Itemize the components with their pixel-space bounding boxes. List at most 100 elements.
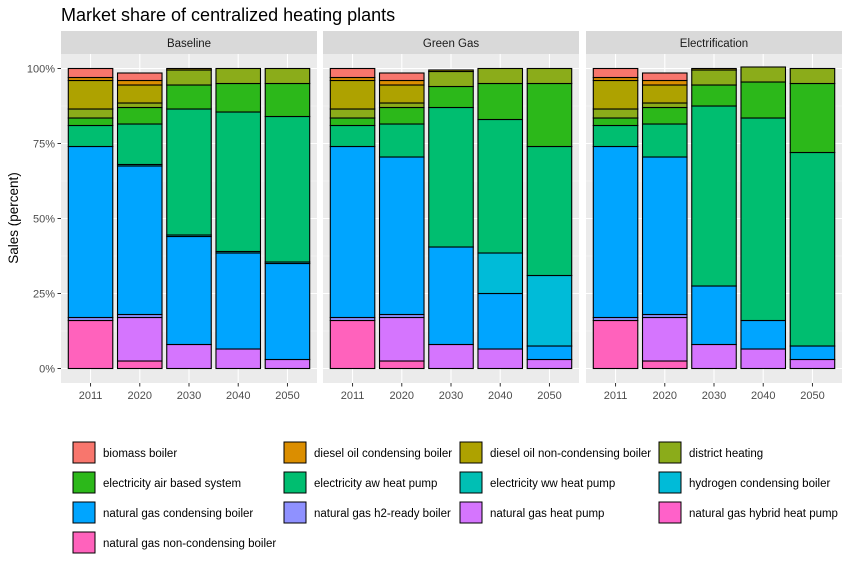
bar-segment-district-heating (378, 102, 425, 109)
bar-segment-natural-gas-heat-pump (378, 316, 425, 362)
legend-item: natural gas hybrid heat pump (658, 501, 838, 524)
bar-segment-district-heating (477, 67, 524, 85)
bar-segment-natural-gas-heat-pump (740, 348, 787, 370)
legend-swatch (283, 471, 307, 494)
legend-item: natural gas non-condensing boiler (72, 531, 276, 554)
bar-segment-natural-gas-heat-pump (789, 358, 836, 370)
bar-segment-natural-gas-condensing-boiler (592, 145, 639, 319)
bar-segment-electricity-air-based-system (428, 85, 474, 109)
bar-segment-natural-gas-non-condensing-boiler (641, 360, 688, 370)
bar-2050 (789, 67, 836, 370)
legend-swatch (72, 501, 96, 524)
bar-2050 (526, 67, 573, 370)
bar-segment-diesel-oil-non-condensing-boiler (378, 84, 425, 104)
legend-label: hydrogen condensing boiler (689, 478, 830, 490)
facet-strip (586, 31, 842, 54)
y-tick-label: 50% (33, 214, 55, 226)
bar-segment-diesel-oil-non-condensing-boiler (641, 84, 688, 104)
facet-strip-label: Baseline (167, 38, 211, 50)
bar-segment-natural-gas-heat-pump (166, 343, 212, 370)
bar-segment-electricity-air-based-system (691, 84, 737, 107)
bar-segment-natural-gas-heat-pump (215, 348, 262, 370)
bar-segment-hydrogen-condensing-boiler (526, 274, 573, 347)
bar-segment-electricity-aw-heat-pump (166, 108, 212, 236)
bar-segment-district-heating (691, 69, 737, 86)
bar-2020 (641, 72, 688, 370)
legend-label: electricity air based system (103, 478, 241, 490)
x-tick-label: 2011 (79, 390, 103, 402)
y-tick-label: 25% (33, 289, 55, 301)
facet-panels: 0% 25% 50% 75% 100% Baseline 2011 2020 2030 2040 2… (27, 31, 842, 402)
bar-segment-natural-gas-heat-pump (641, 316, 688, 362)
facet-strip-label: Green Gas (423, 38, 479, 50)
legend-swatch (72, 471, 96, 494)
legend-label: natural gas heat pump (490, 508, 604, 520)
facet-panel-baseline: Baseline 2011 2020 2030 2040 2050 (61, 31, 317, 402)
bar-segment-electricity-air-based-system (215, 82, 262, 113)
bar-segment-district-heating (215, 67, 262, 85)
bar-segment-district-heating (789, 67, 836, 85)
bar-segment-district-heating (264, 67, 311, 85)
bar-segment-electricity-aw-heat-pump (428, 106, 474, 248)
legend-swatch (658, 441, 682, 464)
x-tick-label: 2020 (653, 390, 677, 402)
legend-item: natural gas heat pump (459, 501, 604, 524)
x-tick-label: 2050 (800, 390, 824, 402)
bar-segment-natural-gas-non-condensing-boiler (329, 319, 376, 370)
legend-item: natural gas h2-ready boiler (283, 501, 451, 524)
bar-segment-electricity-aw-heat-pump (215, 111, 262, 253)
bar-2040 (477, 67, 524, 370)
x-tick-label: 2050 (537, 390, 561, 402)
legend-swatch (283, 501, 307, 524)
y-tick-label: 0% (39, 364, 55, 376)
legend-label: natural gas h2-ready boiler (314, 508, 451, 520)
bar-2030 (428, 69, 474, 370)
legend-item: diesel oil condensing boiler (283, 441, 452, 464)
bar-segment-natural-gas-condensing-boiler (264, 262, 311, 361)
legend-item: diesel oil non-condensing boiler (459, 441, 651, 464)
x-tick-label: 2050 (275, 390, 299, 402)
bar-segment-natural-gas-heat-pump (116, 316, 163, 362)
y-tick-label: 100% (27, 64, 55, 76)
bar-segment-natural-gas-heat-pump (264, 358, 311, 370)
bar-segment-electricity-aw-heat-pump (477, 118, 524, 254)
legend-item: hydrogen condensing boiler (658, 471, 830, 494)
legend-item: biomass boiler (72, 441, 177, 464)
bar-segment-electricity-aw-heat-pump (789, 151, 836, 347)
legend-swatch (459, 471, 483, 494)
bar-segment-biomass-boiler (67, 67, 114, 79)
bar-segment-diesel-oil-non-condensing-boiler (116, 84, 163, 104)
bar-segment-electricity-aw-heat-pump (378, 123, 425, 158)
bar-segment-district-heating (740, 66, 787, 83)
legend-item: electricity ww heat pump (459, 471, 615, 494)
legend-label: diesel oil non-condensing boiler (490, 448, 651, 460)
bar-segment-biomass-boiler (592, 67, 639, 79)
legend-label: electricity aw heat pump (314, 478, 437, 490)
x-tick-label: 2030 (177, 390, 201, 402)
x-tick-label: 2040 (751, 390, 775, 402)
bar-segment-diesel-oil-non-condensing-boiler (67, 79, 114, 110)
bar-segment-natural-gas-non-condensing-boiler (592, 319, 639, 370)
legend-swatch (72, 531, 96, 554)
legend-item: electricity aw heat pump (283, 471, 437, 494)
bar-segment-district-heating (592, 108, 639, 119)
bar-segment-electricity-air-based-system (166, 84, 212, 110)
bar-segment-natural-gas-heat-pump (428, 343, 474, 370)
legend-label: natural gas hybrid heat pump (689, 508, 838, 520)
legend-label: natural gas condensing boiler (103, 508, 253, 520)
bar-segment-electricity-aw-heat-pump (592, 124, 639, 148)
bar-segment-natural-gas-heat-pump (691, 343, 737, 370)
bar-segment-electricity-air-based-system (641, 106, 688, 125)
facet-panel-green-gas: Green Gas 2011 2020 2030 2040 2050 (323, 31, 579, 402)
bar-segment-electricity-air-based-system (740, 81, 787, 119)
bar-segment-natural-gas-condensing-boiler (477, 292, 524, 350)
bar-2020 (116, 72, 163, 370)
x-tick-label: 2030 (702, 390, 726, 402)
bar-segment-electricity-air-based-system (67, 117, 114, 127)
x-tick-label: 2020 (128, 390, 152, 402)
bar-segment-electricity-aw-heat-pump (641, 123, 688, 158)
bar-segment-district-heating (428, 70, 474, 88)
facet-strip (61, 31, 317, 54)
bar-segment-natural-gas-condensing-boiler (378, 156, 425, 316)
